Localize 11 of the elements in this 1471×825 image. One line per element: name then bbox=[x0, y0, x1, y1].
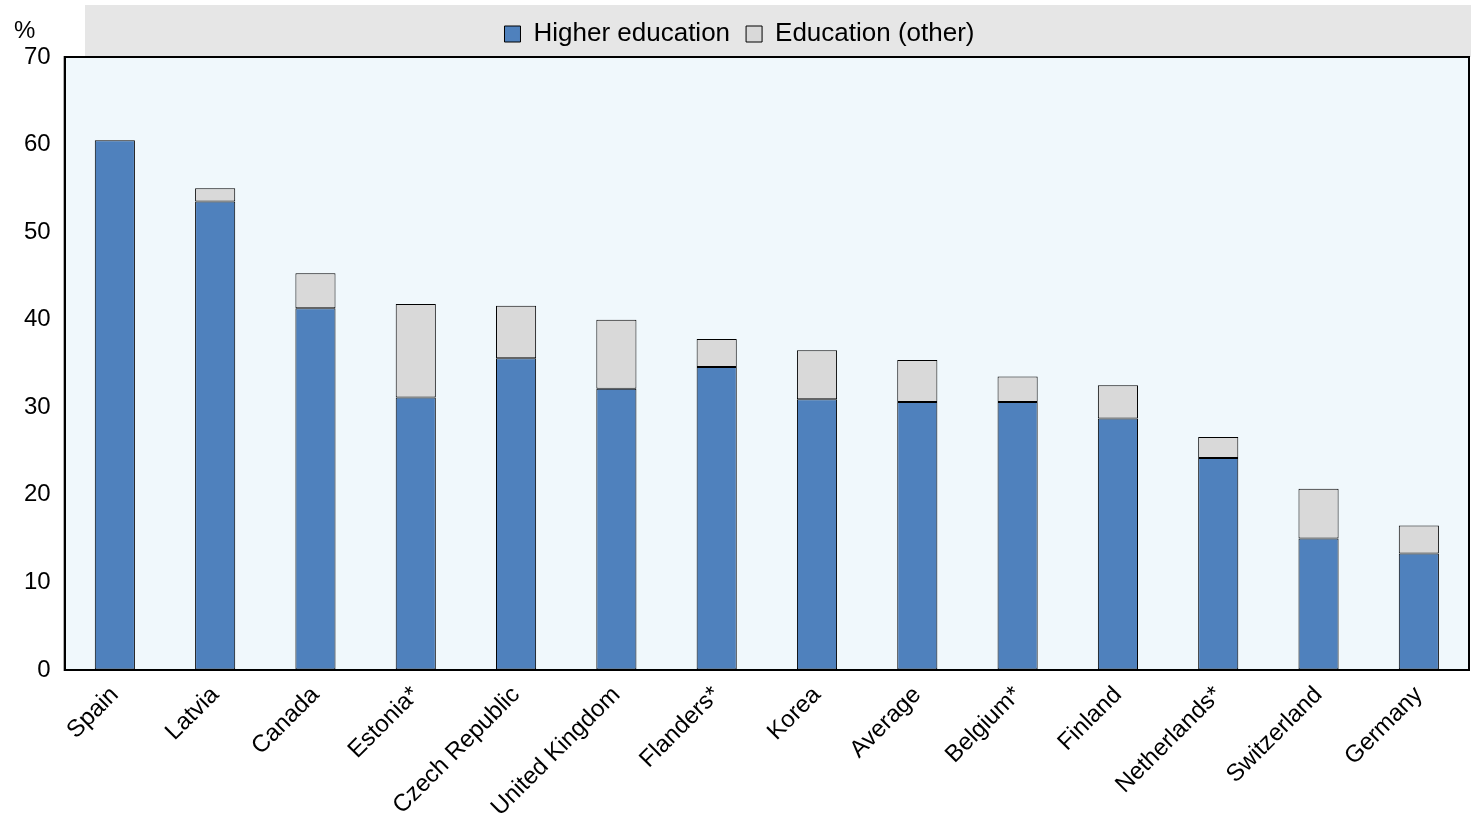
y-tick-label: 50 bbox=[23, 216, 51, 244]
y-tick-label: 60 bbox=[23, 129, 51, 157]
legend-label: Education (other) bbox=[775, 17, 975, 48]
y-axis-title: % bbox=[14, 15, 36, 43]
y-tick-label: 10 bbox=[23, 566, 51, 594]
legend-label: Higher education bbox=[533, 17, 731, 48]
y-tick-label: 20 bbox=[23, 479, 51, 507]
y-tick-label: 40 bbox=[23, 304, 51, 332]
y-tick-label: 0 bbox=[37, 654, 51, 682]
y-tick-label: 70 bbox=[23, 41, 51, 69]
y-tick-label: 30 bbox=[23, 391, 51, 419]
